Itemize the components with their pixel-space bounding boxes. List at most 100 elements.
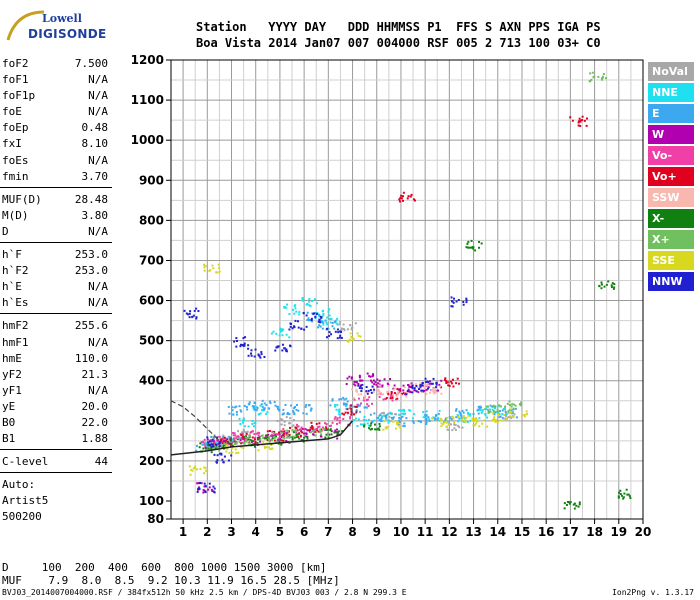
data-point-sse (452, 417, 455, 420)
data-point-nne (330, 318, 333, 321)
data-point-nnw (426, 387, 429, 390)
data-point-x- (378, 425, 381, 428)
data-point-x- (619, 493, 622, 496)
data-point-e (459, 411, 462, 414)
data-point-nne (413, 413, 416, 416)
data-point-e (309, 409, 312, 412)
x-tick-label: 3 (227, 525, 235, 539)
data-point-vo- (452, 385, 455, 388)
data-point-nnw (263, 355, 266, 358)
data-point-x- (578, 503, 581, 506)
data-point-sse (194, 465, 197, 468)
data-point-e (437, 412, 440, 415)
data-point-nne (463, 417, 466, 420)
data-point-vo- (382, 398, 385, 401)
legend-item-x-: X+ (648, 230, 694, 249)
data-point-x- (607, 280, 610, 283)
data-point-nnw (210, 443, 213, 446)
data-point-ssw (395, 394, 398, 397)
data-point-sse (476, 420, 479, 423)
data-point-e (405, 417, 408, 420)
data-point-vo- (446, 381, 449, 384)
data-point-x- (280, 431, 283, 434)
data-point-e (478, 407, 481, 410)
data-point-w (354, 384, 357, 387)
legend-item-vo-: Vo- (648, 146, 694, 165)
data-point-sse (462, 415, 465, 418)
data-point-noval (240, 431, 243, 434)
data-point-e (455, 408, 458, 411)
data-point-sse (498, 419, 501, 422)
data-point-nne (298, 311, 301, 314)
data-point-vo- (585, 124, 588, 127)
data-point-e (201, 443, 204, 446)
x-tick-label: 15 (514, 525, 531, 539)
data-point-nne (486, 416, 489, 419)
data-point-x- (216, 444, 219, 447)
data-point-ssw (414, 383, 417, 386)
data-point-vo- (353, 398, 356, 401)
data-point-nnw (195, 316, 198, 319)
data-point-vo- (256, 436, 259, 439)
data-point-x- (300, 439, 303, 442)
data-point-nnw (260, 351, 263, 354)
data-point-vo- (202, 440, 205, 443)
data-point-noval (246, 430, 249, 433)
data-point-nne (458, 418, 461, 421)
data-point-sse (494, 420, 497, 423)
data-point-nne (362, 418, 365, 421)
data-point-w (210, 488, 213, 491)
data-point-nnw (183, 309, 186, 312)
data-point-nnw (336, 337, 339, 340)
data-point-vo- (341, 412, 344, 415)
data-point-sse (397, 422, 400, 425)
x-tick-label: 12 (441, 525, 458, 539)
data-point-nne (327, 310, 330, 313)
data-point-x- (272, 434, 275, 437)
data-point-ssw (430, 389, 433, 392)
data-point-nne (381, 416, 384, 419)
data-point-nnw (284, 349, 287, 352)
data-point-e (235, 405, 238, 408)
autoscaling-line1: Auto: (2, 478, 36, 492)
data-point-x- (509, 404, 512, 407)
data-point-w (276, 439, 279, 442)
data-point-vo- (413, 199, 416, 202)
autoscaling-info: Auto: Artist5 500200 (2, 477, 114, 525)
x-tick-label: 4 (252, 525, 260, 539)
data-point-e (450, 418, 453, 421)
data-point-ssw (377, 389, 380, 392)
data-point-vo- (410, 193, 413, 196)
data-point-nnw (257, 353, 260, 356)
data-point-e (444, 417, 447, 420)
data-point-e (345, 397, 348, 400)
data-point-x- (512, 407, 515, 410)
legend-item-nnw: NNW (648, 272, 694, 291)
data-point-w (376, 378, 379, 381)
data-point-e (310, 408, 313, 411)
data-point-x- (319, 428, 322, 431)
data-point-sse (457, 415, 460, 418)
data-point-x- (229, 438, 232, 441)
data-point-nne (437, 417, 440, 420)
param-label: C-level (2, 455, 49, 469)
data-point-nne (505, 413, 508, 416)
data-point-x- (238, 441, 241, 444)
data-point-x- (285, 436, 288, 439)
data-point-sse (382, 428, 385, 431)
data-point-nne (402, 408, 405, 411)
data-point-w (211, 490, 214, 493)
data-point-e (235, 411, 238, 414)
data-point-vo- (232, 434, 235, 437)
data-point-nne (259, 412, 262, 415)
data-point-sse (237, 451, 240, 454)
data-point-nnw (451, 305, 454, 308)
data-point-e (217, 440, 220, 443)
data-point-x- (275, 435, 278, 438)
data-point-vo- (241, 432, 244, 435)
data-point-e (340, 398, 343, 401)
y-tick-label: 200 (139, 454, 164, 468)
data-point-vo- (310, 421, 313, 424)
data-point-vo- (250, 430, 253, 433)
data-point-vo- (398, 200, 401, 203)
